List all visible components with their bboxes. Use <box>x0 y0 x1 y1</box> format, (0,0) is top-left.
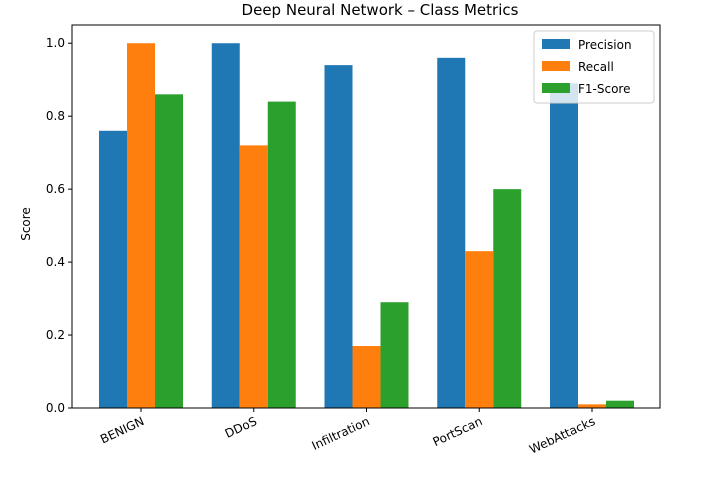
bar-precision-infiltration <box>324 65 353 408</box>
x-ticks: BENIGN DDoS Infiltration PortScan WebAttacks <box>98 408 597 457</box>
x-tick-label: BENIGN <box>98 414 146 446</box>
bar-recall-webattacks <box>578 404 606 408</box>
y-tick-label: 1.0 <box>46 36 65 50</box>
x-tick-label: WebAttacks <box>527 414 597 457</box>
x-tick-label: DDoS <box>223 414 259 441</box>
bar-f1-score-portscan <box>493 189 522 408</box>
bar-f1-score-webattacks <box>606 400 634 408</box>
y-axis-label: Score <box>19 207 33 241</box>
y-tick-label: 0.2 <box>46 328 65 342</box>
x-tick-label: PortScan <box>431 414 485 449</box>
bar-precision-benign <box>99 130 127 408</box>
y-tick-label: 0.0 <box>46 401 65 415</box>
legend-swatch <box>542 83 570 93</box>
plot-frame <box>71 24 661 409</box>
chart-title: Deep Neural Network – Class Metrics <box>242 1 519 19</box>
legend-label: F1-Score <box>578 82 630 96</box>
bar-recall-benign <box>127 43 155 408</box>
bar-recall-ddos <box>239 145 268 408</box>
bar-precision-ddos <box>211 43 240 408</box>
bar-precision-portscan <box>437 57 466 408</box>
y-tick-label: 0.4 <box>46 255 65 269</box>
bar-recall-infiltration <box>352 345 381 408</box>
bar-precision-webattacks <box>550 83 578 408</box>
legend: Precision Recall F1-Score <box>533 30 655 104</box>
legend-label: Precision <box>578 38 632 52</box>
bar-f1-score-infiltration <box>380 302 409 408</box>
legend-swatch <box>542 39 570 49</box>
x-tick-label: Infiltration <box>310 414 372 453</box>
y-tick-label: 0.6 <box>46 182 65 196</box>
legend-swatch <box>542 61 570 71</box>
legend-label: Recall <box>578 60 614 74</box>
bar-recall-portscan <box>465 251 494 408</box>
bar-f1-score-ddos <box>267 101 296 408</box>
bars-group <box>99 43 634 409</box>
y-tick-label: 0.8 <box>46 109 65 123</box>
y-ticks: 0.0 0.2 0.4 0.6 0.8 1.0 <box>46 36 72 415</box>
bar-f1-score-benign <box>155 94 183 409</box>
